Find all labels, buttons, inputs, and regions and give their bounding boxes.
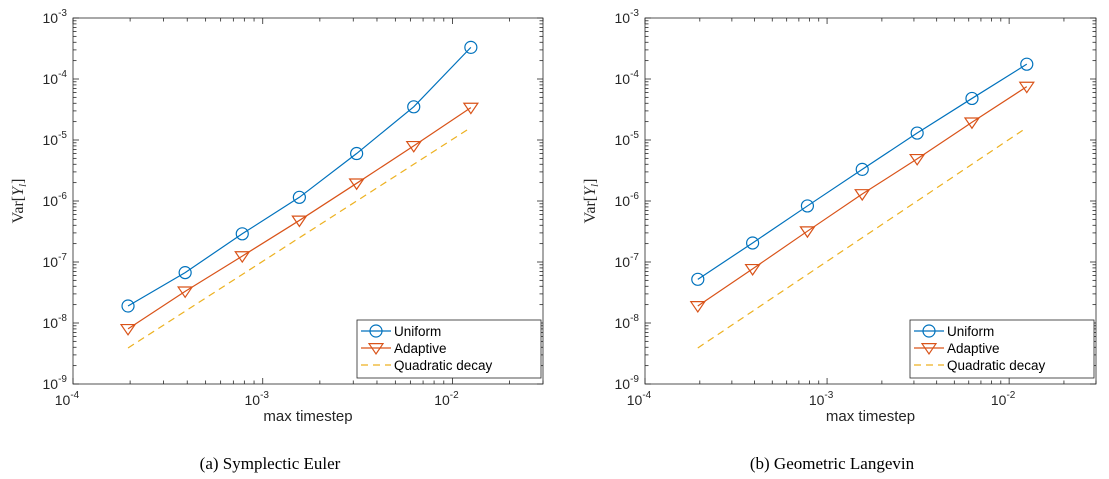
data-point-adaptive — [744, 263, 761, 276]
legend-marker — [920, 343, 938, 356]
data-point-uniform — [350, 146, 364, 161]
data-point-uniform — [691, 272, 705, 286]
data-point-adaptive — [405, 140, 422, 153]
series-line-quadratic-decay — [697, 127, 1028, 349]
y-tick-label: 10-6 — [43, 191, 68, 209]
data-point-adaptive — [462, 102, 479, 115]
legend-label: Uniform — [947, 324, 994, 339]
legend-box — [909, 319, 1095, 379]
legend-label: Uniform — [394, 324, 441, 339]
data-point-adaptive — [854, 189, 871, 202]
y-tick-label: 10-9 — [43, 374, 68, 392]
data-point-uniform — [235, 227, 249, 241]
chart-panel-2: 10-4 10-3 10-2 10-9 10-8 10-7 10-6 10-5 10-4 10-3… — [582, 8, 1097, 473]
series-line-quadratic-decay — [127, 127, 472, 349]
data-point-uniform — [746, 236, 760, 250]
data-point-uniform — [965, 91, 979, 106]
x-tick-label: 10-4 — [55, 390, 80, 408]
figure-caption: (a) Symplectic Euler — [200, 454, 341, 473]
series-line-uniform — [127, 46, 472, 307]
x-tick-label: 10-2 — [434, 390, 459, 408]
x-axis-label: max timestep — [826, 408, 915, 425]
data-point-adaptive — [291, 215, 308, 228]
y-tick-label: 10-3 — [43, 8, 68, 26]
y-tick-label: 10-5 — [43, 130, 68, 148]
y-tick-label: 10-3 — [615, 8, 640, 26]
series-line-uniform — [697, 63, 1028, 280]
legend-label: Quadratic decay — [947, 358, 1046, 373]
y-axis-label: Var[Yl] — [10, 179, 29, 224]
data-point-uniform — [407, 100, 421, 114]
y-tick-label: 10-4 — [615, 69, 640, 87]
legend-marker — [922, 324, 936, 338]
figure-caption: (b) Geometric Langevin — [750, 454, 915, 473]
data-point-uniform — [292, 190, 306, 204]
data-point-adaptive — [799, 226, 816, 239]
series-line-adaptive — [127, 107, 472, 330]
y-tick-label: 10-7 — [615, 252, 640, 270]
x-tick-label: 10-2 — [991, 390, 1016, 408]
y-tick-label: 10-5 — [615, 130, 640, 148]
data-point-uniform — [121, 299, 135, 313]
data-point-adaptive — [909, 153, 926, 166]
y-tick-label: 10-4 — [43, 69, 68, 87]
data-point-adaptive — [963, 117, 981, 130]
data-point-uniform — [464, 40, 478, 54]
y-axis-label: Var[Yl] — [582, 179, 601, 224]
x-tick-label: 10-4 — [627, 390, 652, 408]
data-point-adaptive — [1018, 81, 1035, 94]
y-tick-label: 10-9 — [615, 374, 640, 392]
data-point-uniform — [910, 126, 924, 140]
data-point-uniform — [1020, 57, 1034, 71]
x-tick-label: 10-3 — [244, 390, 269, 408]
y-tick-label: 10-8 — [43, 313, 68, 331]
data-point-uniform — [800, 199, 815, 213]
data-point-adaptive — [177, 286, 194, 299]
data-point-adaptive — [119, 323, 137, 336]
legend-marker — [367, 343, 385, 356]
legend-label: Adaptive — [394, 341, 447, 356]
x-axis-label: max timestep — [263, 408, 352, 425]
x-tick-label: 10-3 — [809, 390, 834, 408]
y-tick-label: 10-6 — [615, 191, 640, 209]
legend: Uniform Adaptive Quadratic decay — [356, 319, 542, 379]
legend-label: Quadratic decay — [394, 358, 493, 373]
legend-marker — [369, 324, 383, 338]
data-point-adaptive — [234, 251, 251, 264]
legend-label: Adaptive — [947, 341, 1000, 356]
chart-panel-1: 10-4 10-3 10-2 10-9 10-8 10-7 10-6 10-5 10-4 10-3… — [10, 8, 544, 473]
y-tick-label: 10-7 — [43, 252, 68, 270]
data-point-uniform — [178, 266, 192, 280]
y-tick-label: 10-8 — [615, 313, 640, 331]
data-point-adaptive — [689, 301, 706, 314]
data-point-uniform — [855, 162, 869, 176]
data-point-adaptive — [348, 178, 365, 191]
series-line-adaptive — [697, 86, 1028, 307]
legend: Uniform Adaptive Quadratic decay — [909, 319, 1095, 379]
legend-box — [356, 319, 542, 379]
